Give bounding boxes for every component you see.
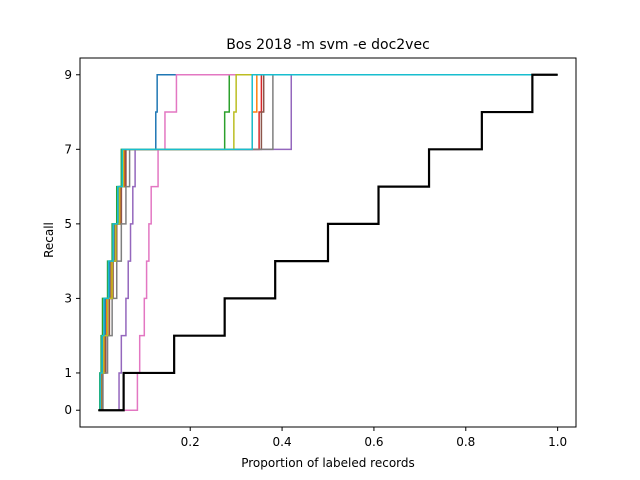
series-layer: [98, 73, 558, 412]
y-axis: 0 1 3 5 7 9: [64, 68, 80, 417]
series-line-7: [98, 74, 558, 411]
x-tick-label: 0.6: [364, 435, 383, 449]
chart-title: Bos 2018 -m svm -e doc2vec: [226, 37, 430, 53]
x-tick-label: 0.8: [456, 435, 475, 449]
y-tick-label: 5: [64, 217, 72, 231]
series-line-5: [98, 74, 558, 411]
series-line-10: [98, 74, 558, 411]
y-tick-label: 1: [64, 366, 72, 380]
x-axis-label: Proportion of labeled records: [241, 456, 415, 470]
x-tick-label: 0.2: [181, 435, 200, 449]
y-tick-label: 7: [64, 142, 72, 156]
x-tick-label: 1.0: [548, 435, 567, 449]
series-line-8: [98, 74, 558, 411]
y-tick-label: 3: [64, 291, 72, 305]
y-axis-label: Recall: [42, 222, 56, 258]
y-tick-label: 0: [64, 403, 72, 417]
y-tick-label: 9: [64, 68, 72, 82]
series-line-3: [98, 74, 558, 411]
x-tick-label: 0.4: [273, 435, 292, 449]
plot-frame: [79, 57, 577, 428]
series-line-11: [98, 73, 558, 412]
x-axis: 0.2 0.4 0.6 0.8 1.0: [181, 427, 567, 449]
